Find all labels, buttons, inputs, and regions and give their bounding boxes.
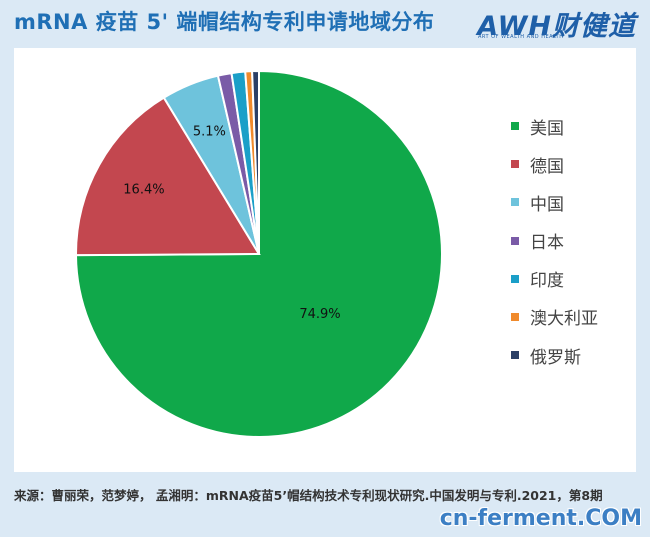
chart-title: mRNA 疫苗 5' 端帽结构专利申请地域分布	[14, 10, 435, 34]
legend-label: 日本	[530, 233, 564, 254]
data-label-2: 16.4%	[123, 182, 164, 197]
legend-label: 俄罗斯	[530, 347, 581, 368]
legend-swatch	[511, 312, 519, 321]
pie-slice-2	[75, 96, 261, 257]
legend-label: 印度	[530, 271, 564, 292]
watermark: cn-ferment.COM	[439, 506, 642, 531]
data-label-3: 5.1%	[193, 124, 226, 139]
legend-item: 澳大利亚	[511, 305, 598, 329]
pie-slice-1	[74, 69, 443, 438]
chart-panel: 74.9% 16.4% 5.1% 美国德国中国日本印度澳大利亚俄罗斯	[14, 48, 636, 472]
brand-logo-subtext: ART OF WEALTH AND HEALTH	[478, 34, 564, 40]
legend-label: 美国	[530, 118, 564, 139]
data-label-1: 74.9%	[299, 307, 340, 322]
legend-swatch	[511, 274, 519, 283]
legend: 美国德国中国日本印度澳大利亚俄罗斯	[511, 114, 598, 381]
legend-swatch	[511, 160, 519, 169]
legend-item: 德国	[511, 152, 598, 177]
legend-swatch	[511, 351, 519, 360]
legend-item: 美国	[511, 114, 598, 139]
legend-item: 日本	[511, 229, 598, 253]
legend-item: 中国	[511, 190, 598, 215]
brand-logo-text: AWH财健道	[477, 11, 636, 42]
legend-label: 澳大利亚	[530, 309, 598, 330]
legend-label: 中国	[530, 194, 564, 215]
source-citation: 来源：曹丽荣，范梦婷， 孟湘明：mRNA疫苗5’帽结构技术专利现状研究.中国发明…	[14, 488, 603, 503]
legend-swatch	[511, 236, 519, 245]
legend-swatch	[511, 198, 519, 207]
legend-label: 德国	[530, 156, 564, 177]
legend-item: 俄罗斯	[511, 343, 598, 368]
legend-swatch	[511, 122, 519, 130]
legend-item: 印度	[511, 267, 598, 291]
brand-logo: AWH财健道 ART OF WEALTH AND HEALTH	[476, 4, 636, 44]
pie-chart: 74.9% 16.4% 5.1%	[74, 69, 443, 438]
pie-slice-7	[251, 69, 260, 255]
